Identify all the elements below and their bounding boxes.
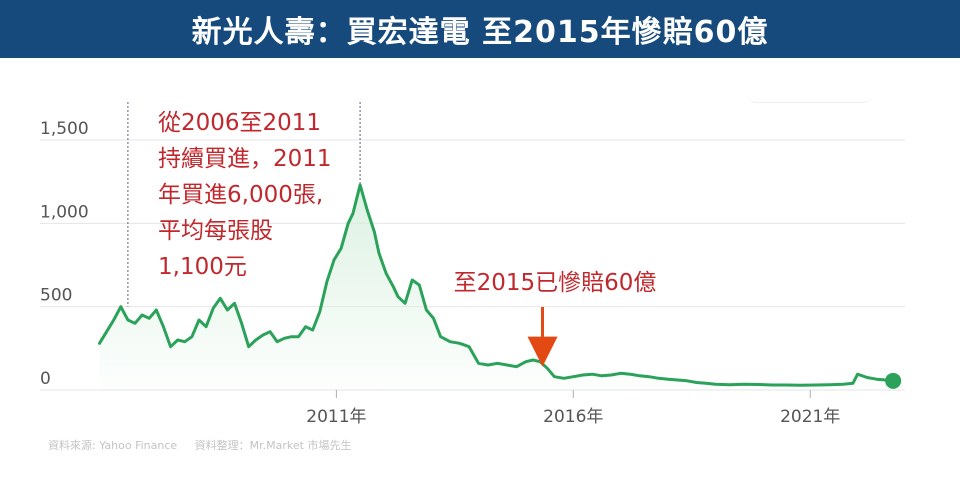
x-tick-label: 2021年 [780, 407, 840, 427]
y-tick-label: 500 [40, 286, 72, 306]
x-tick-label: 2016年 [543, 407, 603, 427]
y-tick-label: 1,000 [40, 202, 89, 222]
x-tick-label: 2011年 [306, 407, 366, 427]
purchase-annotation-line: 從2006至2011 [158, 110, 321, 136]
source-origin: 資料來源: Yahoo Finance [48, 439, 178, 452]
chart-toolbar-edge [748, 92, 872, 103]
purchase-annotation-line: 持續買進，2011 [158, 146, 332, 172]
source-compiler: 資料整理：Mr.Market 市場先生 [194, 439, 352, 452]
price-area-fill [99, 185, 894, 390]
purchase-annotation-line: 平均每張股 [158, 218, 273, 244]
latest-price-dot [885, 372, 902, 389]
purchase-annotation-line: 年買進6,000張, [158, 182, 323, 208]
page-title: 新光人壽：買宏達電 至2015年慘賠60億 [191, 15, 769, 50]
title-banner: 新光人壽：買宏達電 至2015年慘賠60億 [0, 0, 960, 58]
purchase-annotation-line: 1,100元 [158, 254, 247, 280]
loss-annotation-text: 至2015已慘賠60億 [454, 270, 657, 296]
y-tick-label: 0 [40, 369, 51, 389]
price-line [98, 183, 895, 387]
y-tick-label: 1,500 [40, 119, 89, 139]
data-source-note: 資料來源: Yahoo Finance 資料整理：Mr.Market 市場先生 [48, 437, 351, 453]
